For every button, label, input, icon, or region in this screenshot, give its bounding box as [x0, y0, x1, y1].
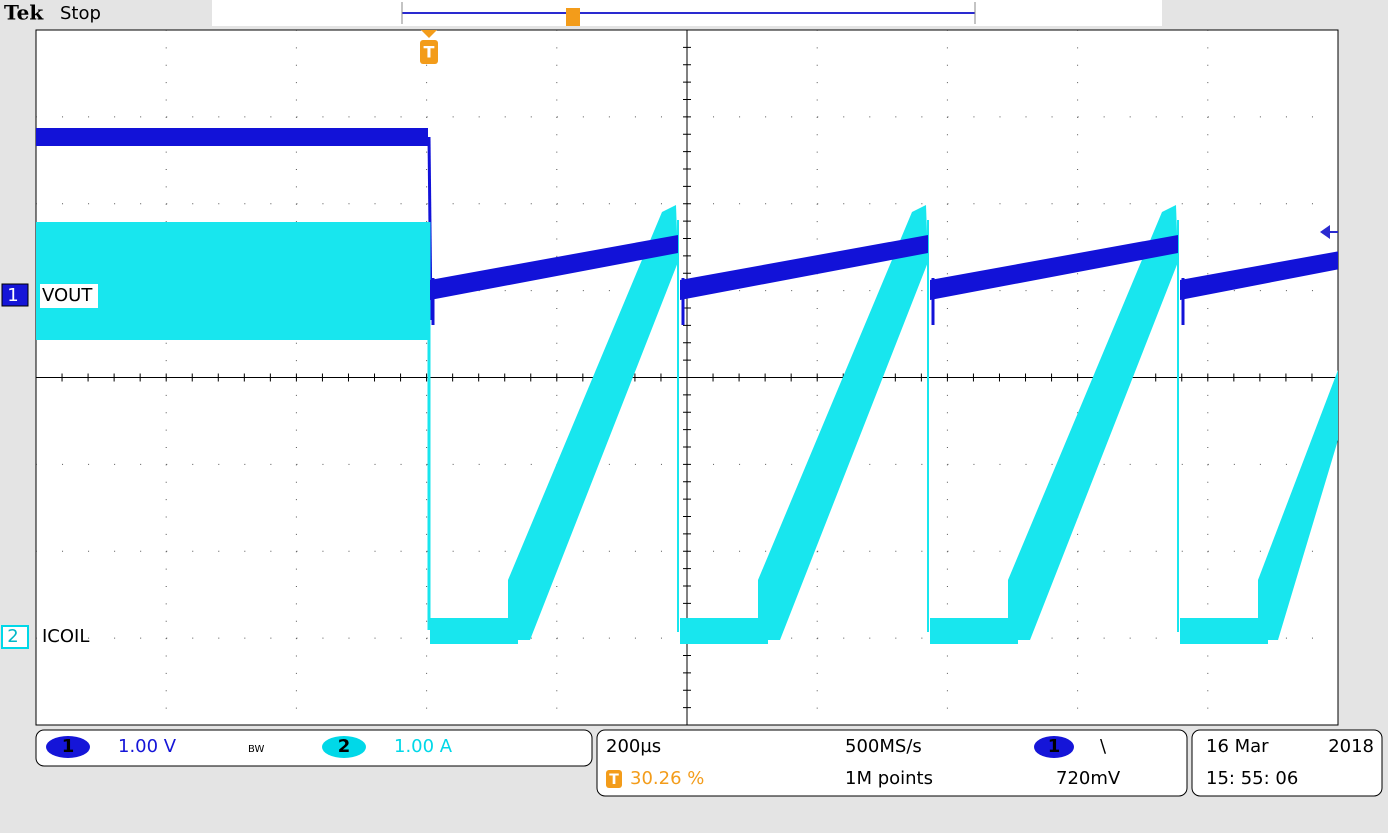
icoil-waveform: [758, 205, 928, 640]
trigger-source-badge: [1034, 736, 1074, 758]
trigger-marker-label: T: [424, 43, 435, 62]
icoil-waveform: [1180, 618, 1268, 644]
icoil-waveform: [930, 618, 1018, 644]
acquisition-status: Stop: [60, 3, 101, 24]
trigger-position-icon: [606, 770, 622, 788]
ch1-marker: [1, 283, 29, 307]
vout-waveform: [930, 235, 1178, 300]
record-length: 1M points: [845, 768, 933, 789]
ch2-scale: 1.00 A: [394, 736, 453, 757]
ch2-marker: [1, 625, 29, 649]
vout-waveform: [1180, 251, 1338, 300]
icoil-waveform: [36, 222, 428, 340]
vout-waveform: [36, 128, 428, 146]
year: 2018: [1328, 736, 1374, 757]
icoil-waveform: [680, 618, 768, 644]
vertical-readout: [35, 729, 593, 767]
trigger-source: 1: [1048, 736, 1061, 757]
ch1-scale: 1.00 V: [118, 736, 177, 757]
icoil-waveform: [1008, 205, 1178, 640]
trigger-position: 30.26 %: [630, 768, 704, 789]
trigger-level: 720mV: [1056, 768, 1121, 789]
ch1-label-bg: [40, 284, 98, 308]
date-readout: [1191, 729, 1383, 797]
ch1-label: VOUT: [42, 285, 93, 306]
icoil-waveform: [508, 205, 678, 640]
bandwidth-limit: BW: [248, 744, 265, 755]
trigger-position-icon-label: T: [609, 772, 619, 788]
trigger-arrow: [421, 30, 437, 38]
ch2-badge-number: 2: [338, 736, 351, 757]
vout-waveform: [680, 235, 928, 300]
ch2-marker-number: 2: [7, 626, 18, 647]
trigger-slope: \: [1100, 736, 1107, 757]
ch1-badge-number: 1: [62, 736, 75, 757]
ch2-label: ICOIL: [42, 626, 89, 647]
icoil-waveform: [1258, 370, 1338, 640]
brand: Tek: [4, 1, 44, 25]
record-trigger-marker: [566, 8, 580, 26]
waveforms: [36, 128, 1338, 644]
trigger-position-marker: [420, 40, 438, 64]
icoil-waveform: [430, 618, 518, 644]
ch1-badge: [46, 736, 90, 758]
timebase-scale: 200µs: [606, 736, 661, 757]
ch1-marker-number: 1: [7, 285, 18, 306]
trigger-level-arrow: [1320, 225, 1330, 239]
ch2-badge: [322, 736, 366, 758]
time: 15: 55: 06: [1206, 768, 1298, 789]
vout-waveform: [430, 235, 678, 300]
sample-rate: 500MS/s: [845, 736, 922, 757]
date: 16 Mar: [1206, 736, 1269, 757]
